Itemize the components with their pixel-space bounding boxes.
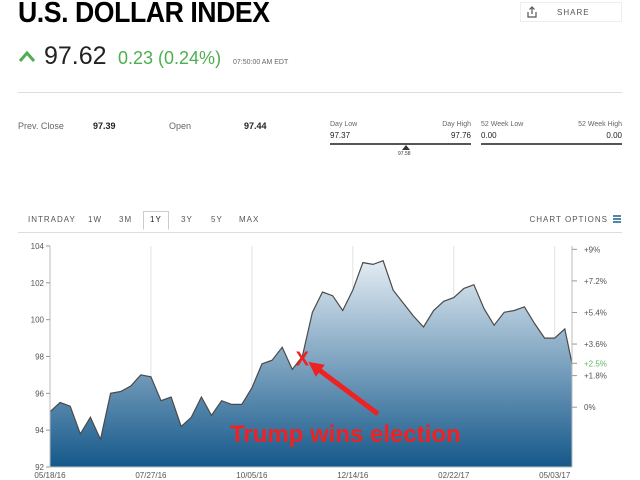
stat-label: Prev. Close [18,121,64,131]
stat-label: Open [169,121,192,131]
y2-tick-label: +5.4% [584,308,607,317]
y-tick-label: 98 [35,353,44,362]
y2-tick-label: +3.6% [584,340,607,349]
range-tabs: INTRADAY 1W 3M 1Y 3Y 5Y MAX [18,210,622,233]
range-tab[interactable]: 3Y [181,215,193,224]
x-tick-label: 05/03/17 [539,471,571,480]
range-tab[interactable]: 5Y [211,215,223,224]
y-tick-label: 104 [31,242,45,251]
y2-tick-label: +2.5% [584,359,607,368]
up-arrow [18,50,36,62]
divider [18,92,622,93]
annotation-marker: X [296,348,310,370]
stat-value: 97.39 [93,121,116,131]
x-tick-label: 05/18/16 [34,471,66,480]
y-tick-label: 102 [31,279,45,288]
stat-value: 97.44 [244,121,267,131]
annotation-arrow [308,361,380,417]
y2-tick-label: +9% [584,245,600,254]
y-tick-label: 100 [31,316,45,325]
y-tick-label: 96 [35,389,44,398]
w52-low-label: 52 Week Low [481,121,524,128]
day-range-bar [330,143,471,145]
y2-tick-label: +1.8% [584,372,607,381]
range-tab[interactable]: MAX [239,215,260,224]
day-low: 97.37 [330,131,351,140]
y-tick-label: 94 [35,426,44,435]
y-tick-label: 92 [35,463,44,472]
range-tab[interactable]: 3M [119,215,133,224]
menu-icon [613,215,621,223]
day-current: 97.58 [398,151,411,157]
x-tick-label: 02/22/17 [438,471,470,480]
share-icon [527,6,537,18]
w52-high: 0.00 [606,131,622,140]
x-tick-label: 12/14/16 [337,471,369,480]
chart-options[interactable]: CHART OPTIONS [529,215,608,224]
w52-range-bar [481,143,622,145]
range-tab[interactable]: 1Y [143,211,169,230]
quote-time: 07:50:00 AM EDT [233,59,289,66]
w52-high-label: 52 Week High [578,121,622,128]
day-low-label: Day Low [330,121,358,128]
y2-tick-label: 0% [584,403,596,412]
w52-low: 0.00 [481,131,497,140]
line [49,259,573,442]
share-label: SHARE [557,8,590,17]
price-change: 0.23 (0.24%) [118,48,222,68]
range-tab[interactable]: INTRADAY [28,215,76,224]
day-high: 97.76 [450,131,471,140]
page-title: U.S. DOLLAR INDEX [18,0,270,29]
range-tab[interactable]: 1W [88,215,102,224]
annotation-text: Trump wins election [230,421,461,448]
y2-tick-label: +7.2% [584,277,607,286]
x-tick-label: 07/27/16 [135,471,167,480]
price: 97.62 [44,42,107,70]
day-range-marker [402,145,410,150]
share-button[interactable]: SHARE [520,2,622,22]
day-high-label: Day High [442,121,471,128]
x-tick-label: 10/05/16 [236,471,268,480]
